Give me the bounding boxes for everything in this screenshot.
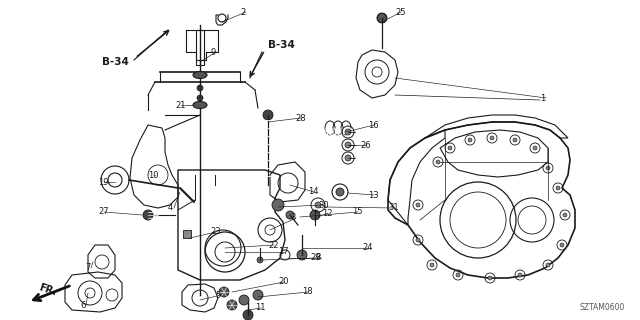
Circle shape (286, 211, 294, 219)
Text: SZTAM0600: SZTAM0600 (580, 303, 625, 312)
Text: 15: 15 (352, 207, 362, 217)
Circle shape (518, 273, 522, 277)
Text: 14: 14 (308, 188, 319, 196)
Circle shape (345, 155, 351, 161)
Text: 3: 3 (290, 213, 296, 222)
Circle shape (345, 142, 351, 148)
Circle shape (456, 273, 460, 277)
Circle shape (533, 146, 537, 150)
Text: 18: 18 (302, 287, 312, 297)
Circle shape (416, 203, 420, 207)
Text: 29: 29 (310, 253, 321, 262)
Text: 1: 1 (540, 93, 545, 102)
Text: 27: 27 (98, 207, 109, 217)
Text: 8: 8 (315, 253, 321, 262)
Circle shape (219, 287, 229, 297)
Circle shape (345, 129, 351, 135)
Circle shape (468, 138, 472, 142)
Text: 23: 23 (210, 228, 221, 236)
Text: 16: 16 (368, 121, 379, 130)
Text: 26: 26 (360, 140, 371, 149)
Circle shape (297, 250, 307, 260)
Text: 31: 31 (388, 204, 399, 212)
Text: B-34: B-34 (102, 57, 129, 67)
Circle shape (227, 300, 237, 310)
Circle shape (563, 213, 567, 217)
Bar (183, 230, 191, 238)
Text: 25: 25 (395, 7, 406, 17)
Text: 2: 2 (240, 7, 245, 17)
Circle shape (556, 186, 560, 190)
Circle shape (143, 210, 153, 220)
Text: 10: 10 (148, 171, 159, 180)
Text: B-34: B-34 (268, 40, 295, 50)
Circle shape (239, 295, 249, 305)
Text: 13: 13 (368, 190, 379, 199)
Polygon shape (377, 14, 387, 22)
Circle shape (263, 110, 273, 120)
Circle shape (436, 160, 440, 164)
Text: 24: 24 (362, 244, 372, 252)
Circle shape (336, 188, 344, 196)
Text: 12: 12 (322, 209, 333, 218)
Text: 7: 7 (85, 263, 90, 273)
Circle shape (546, 263, 550, 267)
Text: 5: 5 (215, 291, 220, 300)
Circle shape (448, 146, 452, 150)
Text: 4: 4 (168, 204, 173, 212)
Text: 21: 21 (175, 100, 186, 109)
Circle shape (197, 85, 203, 91)
Text: 28: 28 (295, 114, 306, 123)
Circle shape (197, 95, 203, 101)
Text: 19: 19 (98, 178, 109, 187)
Text: 20: 20 (278, 277, 289, 286)
Text: FR.: FR. (38, 283, 58, 298)
Circle shape (488, 276, 492, 280)
Circle shape (243, 310, 253, 320)
Ellipse shape (193, 71, 207, 78)
Text: 30: 30 (318, 201, 328, 210)
Circle shape (315, 202, 321, 208)
Circle shape (310, 210, 320, 220)
Circle shape (560, 243, 564, 247)
Circle shape (490, 136, 494, 140)
Circle shape (513, 138, 517, 142)
Circle shape (377, 13, 387, 23)
Circle shape (416, 238, 420, 242)
Text: 11: 11 (255, 303, 266, 313)
Circle shape (272, 199, 284, 211)
Ellipse shape (193, 101, 207, 108)
Circle shape (546, 166, 550, 170)
Text: 9: 9 (210, 47, 215, 57)
Circle shape (257, 257, 263, 263)
Text: 6: 6 (80, 300, 85, 309)
Circle shape (430, 263, 434, 267)
Text: 17: 17 (278, 247, 289, 257)
Circle shape (253, 290, 263, 300)
Bar (196, 30, 204, 65)
Text: 22: 22 (268, 241, 278, 250)
